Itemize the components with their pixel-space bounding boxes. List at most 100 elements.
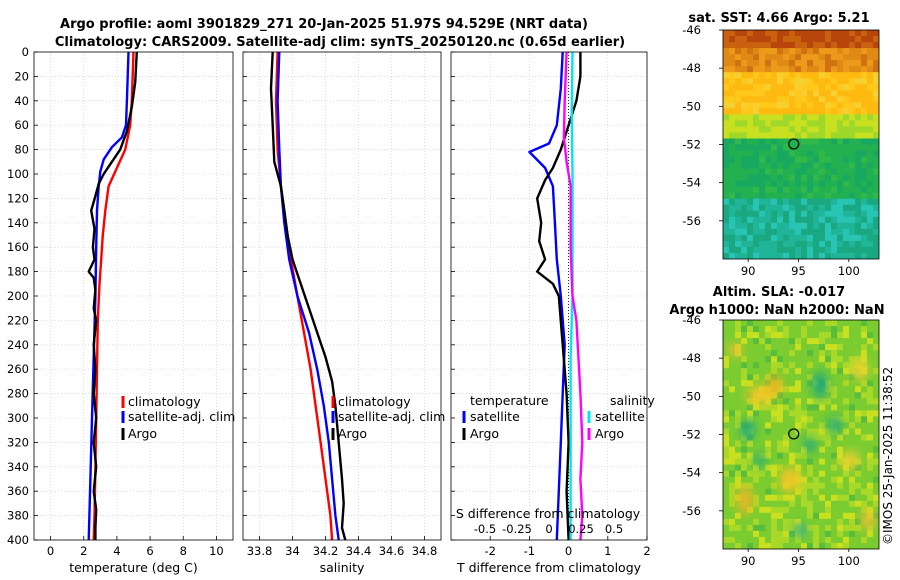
sst-cell — [783, 174, 790, 182]
sst-cell — [741, 60, 748, 67]
sst-cell — [753, 54, 760, 61]
sla-cell — [843, 326, 850, 333]
sla-cell — [843, 446, 850, 454]
sst-cell — [771, 138, 778, 146]
sst-cell — [771, 222, 778, 230]
sla-cell — [723, 536, 730, 544]
sla-cell — [729, 374, 736, 381]
sla-cell — [765, 500, 772, 508]
sst-cell — [819, 72, 826, 79]
sst-cell — [849, 66, 856, 73]
sst-cell — [855, 204, 862, 212]
sst-cell — [795, 120, 802, 127]
sla-cell — [849, 536, 856, 544]
sst-cell — [819, 144, 826, 152]
sst-cell — [819, 108, 826, 115]
sst-cell — [729, 96, 736, 103]
sst-cell — [861, 108, 868, 115]
sla-cell — [735, 320, 742, 327]
sla-cell — [735, 428, 742, 436]
sla-cell — [801, 320, 808, 327]
sst-cell — [795, 150, 802, 158]
sla-cell — [741, 356, 748, 363]
sla-cell — [825, 476, 832, 484]
sla-cell — [873, 458, 879, 466]
sla-cell — [741, 518, 748, 526]
sla-cell — [759, 362, 766, 369]
sst-cell — [741, 102, 748, 109]
sla-cell — [801, 332, 808, 339]
sst-cell — [801, 66, 808, 73]
sla-cell — [849, 350, 856, 357]
sla-cell — [783, 416, 790, 423]
sla-cell — [753, 476, 760, 484]
sst-cell — [849, 234, 856, 242]
sst-cell — [807, 126, 814, 133]
sst-cell — [849, 126, 856, 133]
sst-cell — [777, 114, 784, 121]
sst-cell — [753, 60, 760, 67]
sst-cell — [843, 144, 850, 152]
sla-cell — [795, 422, 802, 429]
sst-cell — [747, 210, 754, 218]
y-tick-label: 340 — [7, 460, 29, 474]
sst-cell — [747, 162, 754, 170]
sst-cell — [777, 246, 784, 254]
sla-cell — [729, 332, 736, 339]
sla-cell — [723, 518, 730, 526]
sst-cell — [843, 84, 850, 91]
sst-cell — [867, 96, 874, 103]
sla-cell — [807, 512, 814, 520]
sla-cell — [873, 386, 879, 393]
sst-cell — [789, 36, 796, 43]
sla-cell — [825, 356, 832, 363]
sla-cell — [873, 338, 879, 345]
sla-cell — [771, 518, 778, 526]
sst-cell — [747, 66, 754, 73]
sla-cell — [723, 470, 730, 478]
sst-cell — [735, 180, 742, 188]
sst-cell — [789, 144, 796, 152]
sla-cell — [819, 338, 826, 345]
sla-cell — [777, 362, 784, 369]
sst-cell — [753, 234, 760, 242]
sst-cell — [849, 222, 856, 230]
sla-cell — [807, 506, 814, 514]
sla-cell — [843, 488, 850, 496]
sla-cell — [789, 416, 796, 423]
sst-cell — [843, 138, 850, 146]
series-t-satellite — [528, 51, 566, 541]
sst-cell — [735, 210, 742, 218]
sla-cell — [801, 338, 808, 345]
sst-cell — [753, 138, 760, 146]
sst-cell — [867, 102, 874, 109]
sst-cell — [723, 90, 730, 97]
s-tick-label: -0.5 — [474, 522, 496, 536]
sla-cell — [795, 494, 802, 502]
sst-cell — [837, 132, 844, 139]
sla-cell — [759, 464, 766, 472]
sla-cell — [801, 446, 808, 454]
sla-cell — [735, 458, 742, 466]
sst-cell — [861, 253, 868, 259]
sst-cell — [855, 60, 862, 67]
sla-cell — [741, 482, 748, 490]
sst-cell — [789, 90, 796, 97]
sst-cell — [789, 222, 796, 230]
sst-cell — [855, 240, 862, 248]
sla-cell — [735, 452, 742, 460]
sst-cell — [759, 132, 766, 139]
sla-cell — [741, 392, 748, 399]
x-tick-label: -1 — [524, 544, 535, 558]
sla-cell — [867, 470, 874, 478]
sla-cell — [783, 368, 790, 375]
sst-cell — [753, 180, 760, 188]
sst-cell — [831, 42, 838, 49]
sst-cell — [765, 253, 772, 259]
sla-cell — [771, 410, 778, 417]
lon-tick-label: 95 — [791, 554, 806, 568]
sla-cell — [837, 458, 844, 466]
sst-cell — [855, 228, 862, 236]
lat-tick-label: -50 — [682, 99, 701, 113]
sla-cell — [771, 482, 778, 490]
